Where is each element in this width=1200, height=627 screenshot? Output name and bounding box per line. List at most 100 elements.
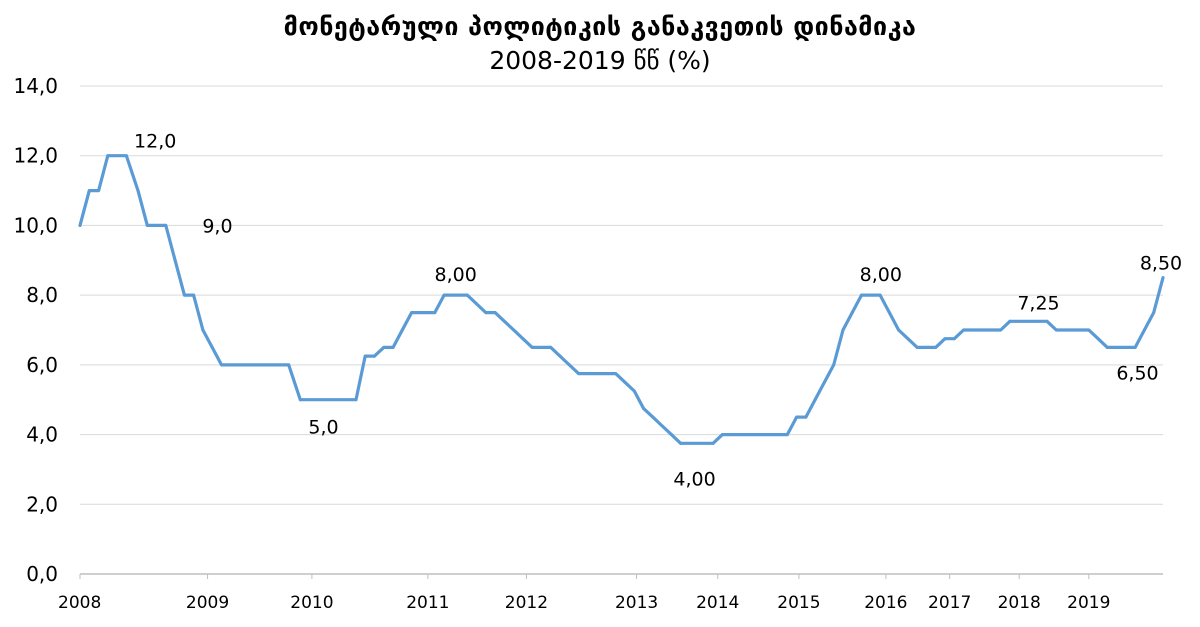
data-point [391, 345, 395, 349]
data-point [906, 337, 910, 341]
data-point [651, 415, 655, 419]
data-point [363, 354, 367, 358]
x-tick-label: 2011 [406, 593, 449, 613]
data-point [567, 363, 571, 367]
data-point [679, 441, 683, 445]
chart-subtitle: 2008-2019 წწ (%) [489, 46, 711, 75]
data-point [897, 328, 901, 332]
x-tick-label: 2018 [998, 593, 1041, 613]
data-point [660, 424, 664, 428]
data-point [410, 311, 414, 315]
data-point [850, 311, 854, 315]
data-label: 12,0 [134, 131, 176, 153]
y-tick-label: 0,0 [26, 562, 58, 586]
data-point [1008, 319, 1012, 323]
data-point [298, 398, 302, 402]
data-point [822, 380, 826, 384]
data-point [182, 293, 186, 297]
data-point [577, 372, 581, 376]
x-tick-label: 2014 [696, 593, 739, 613]
chart-title: მონეტარული პოლიტიკის განაკვეთის დინამიკა [283, 12, 917, 41]
data-point [78, 223, 82, 227]
data-point [813, 398, 817, 402]
y-tick-label: 4,0 [26, 423, 58, 447]
data-point [475, 302, 479, 306]
data-point [210, 345, 214, 349]
y-tick-label: 12,0 [13, 144, 58, 168]
data-point [669, 433, 673, 437]
series-line [78, 154, 1165, 445]
data-point [87, 189, 91, 193]
data-point [465, 293, 469, 297]
data-point [632, 389, 636, 393]
data-point [623, 380, 627, 384]
data-point [124, 154, 128, 158]
x-tick-label: 2015 [777, 593, 820, 613]
data-label: 8,00 [860, 264, 902, 286]
data-label: 7,25 [1017, 292, 1059, 314]
data-point [493, 311, 497, 315]
x-tick-label: 2012 [505, 593, 548, 613]
x-tick-label: 2008 [58, 593, 101, 613]
data-point [220, 363, 223, 367]
data-point [1045, 319, 1049, 323]
data-point [1054, 328, 1058, 332]
data-point [804, 415, 808, 419]
y-tick-label: 10,0 [13, 213, 58, 237]
data-point [530, 345, 534, 349]
data-label: 5,0 [308, 417, 338, 439]
data-point [354, 398, 358, 402]
data-point [192, 293, 196, 297]
data-point [614, 372, 618, 376]
data-point [720, 433, 724, 437]
data-point [832, 363, 836, 367]
data-point [1133, 345, 1137, 349]
data-point [860, 293, 863, 297]
data-point [521, 337, 525, 341]
data-point [642, 406, 645, 410]
data-point [164, 223, 168, 227]
data-point [841, 328, 845, 332]
data-point [1096, 337, 1100, 341]
x-tick-label: 2010 [290, 593, 333, 613]
data-point [1087, 328, 1091, 332]
data-point [373, 354, 376, 358]
data-point [145, 223, 149, 227]
data-point [512, 328, 516, 332]
x-tick-label: 2009 [186, 593, 229, 613]
data-label: 4,00 [673, 468, 715, 490]
data-point [915, 345, 919, 349]
data-point [1142, 328, 1146, 332]
data-label: 6,50 [1116, 362, 1158, 384]
data-point [201, 328, 205, 332]
data-point [502, 319, 506, 323]
data-point [173, 258, 177, 262]
data-point [400, 328, 404, 332]
x-tick-label: 2019 [1067, 593, 1110, 613]
x-tick-label: 2013 [615, 593, 658, 613]
y-tick-label: 2,0 [26, 492, 58, 516]
data-point [1105, 345, 1109, 349]
data-point [878, 293, 882, 297]
data-point [962, 328, 966, 332]
data-point [952, 337, 956, 341]
data-point [484, 311, 488, 315]
data-point [442, 293, 446, 297]
data-point [934, 345, 938, 349]
data-label: 8,50 [1140, 253, 1182, 275]
data-point [97, 189, 101, 193]
y-tick-label: 6,0 [26, 353, 58, 377]
y-tick-label: 14,0 [13, 74, 58, 98]
data-point [795, 415, 799, 419]
data-point [1152, 311, 1156, 315]
y-tick-label: 8,0 [26, 283, 58, 307]
data-label: 9,0 [202, 215, 232, 237]
x-tick-label: 2016 [864, 593, 907, 613]
data-point [887, 311, 891, 315]
data-point [785, 433, 789, 437]
data-point [558, 354, 562, 358]
data-point [136, 189, 140, 193]
data-label: 8,00 [435, 264, 477, 286]
data-point [287, 363, 291, 367]
